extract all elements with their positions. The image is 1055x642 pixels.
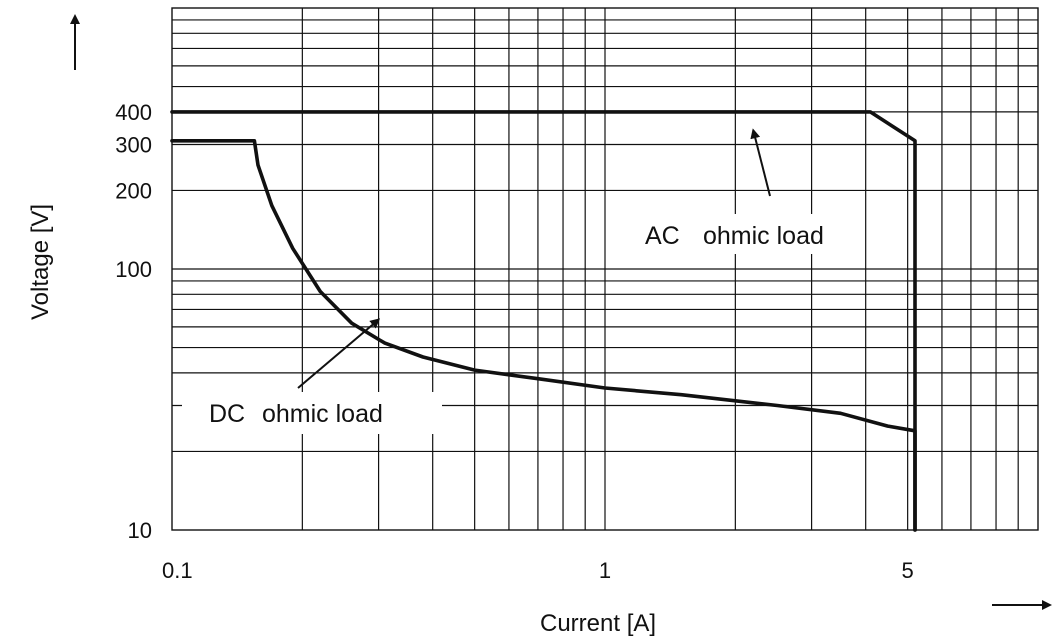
x-axis-title: Current [A]	[540, 610, 656, 637]
ac-annotation-arrow	[750, 128, 771, 197]
dc-annotation: DC ohmic load	[182, 318, 442, 434]
dc-annotation-prefix: DC	[209, 400, 245, 428]
x-tick-label: 0.1	[162, 558, 193, 583]
y-tick-label: 10	[128, 518, 152, 543]
series-lines	[170, 110, 917, 532]
dc-ohmic-load-line	[170, 139, 917, 532]
y-tick-label: 300	[115, 132, 152, 157]
ac-annotation-prefix: AC	[645, 222, 680, 250]
ac-annotation: AC ohmic load	[636, 128, 862, 254]
x-tick-label: 5	[902, 558, 914, 583]
y-tick-label: 200	[115, 178, 152, 203]
dc-annotation-background	[182, 392, 442, 434]
y-tick-label: 100	[115, 257, 152, 282]
x-tick-label: 1	[599, 558, 611, 583]
dc-annotation-arrow	[297, 318, 381, 389]
y-axis-title: Voltage [V]	[27, 204, 54, 320]
ac-annotation-text: ohmic load	[703, 222, 824, 250]
dc-annotation-text: ohmic load	[262, 400, 383, 428]
y-tick-label: 400	[115, 100, 152, 125]
ac-ohmic-load-line	[170, 110, 917, 532]
ac-annotation-background	[636, 214, 862, 254]
tick-labels: 10 100 200 300 400 0.1 1 5	[115, 100, 913, 583]
grid	[171, 7, 1039, 531]
